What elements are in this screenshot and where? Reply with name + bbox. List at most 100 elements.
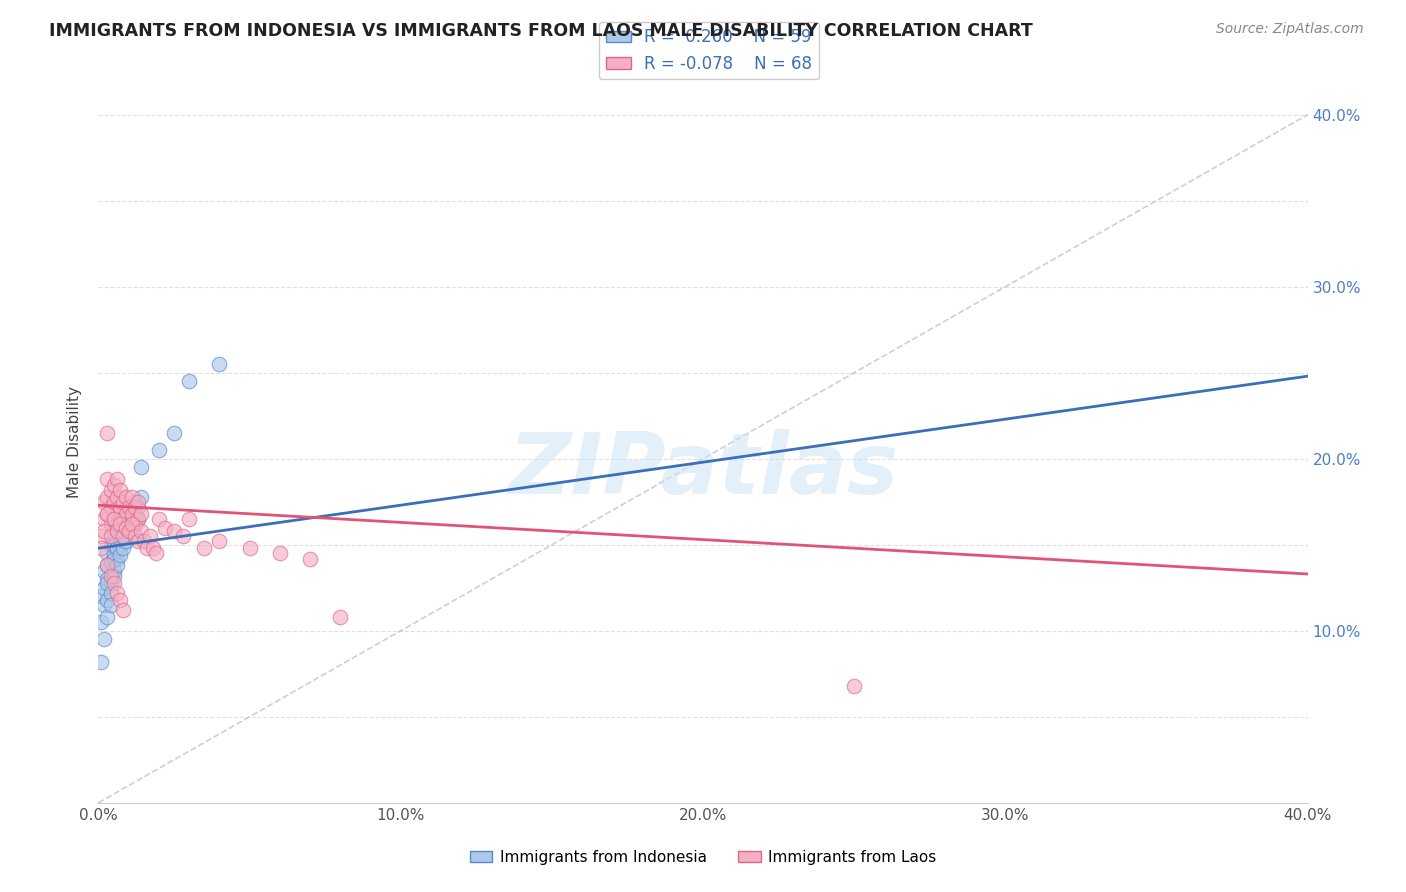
Point	[105, 524, 128, 538]
Point	[100, 529, 122, 543]
Point	[121, 490, 143, 504]
Point	[114, 490, 136, 504]
Point	[127, 534, 149, 549]
Point	[100, 555, 122, 569]
Point	[93, 581, 115, 595]
Point	[96, 546, 118, 560]
Point	[108, 548, 131, 562]
Point	[129, 507, 152, 521]
Point	[118, 512, 141, 526]
Point	[96, 472, 118, 486]
Point	[124, 494, 146, 508]
Point	[179, 512, 201, 526]
Point	[96, 507, 118, 521]
Point	[193, 541, 215, 556]
Point	[96, 572, 118, 586]
Point	[139, 529, 162, 543]
Point	[100, 483, 122, 497]
Point	[96, 490, 118, 504]
Point	[90, 655, 112, 669]
Point	[93, 494, 115, 508]
Point	[118, 517, 141, 532]
Point	[124, 529, 146, 543]
Point	[96, 507, 118, 521]
Point	[103, 551, 125, 566]
Point	[111, 524, 134, 538]
Point	[96, 558, 118, 573]
Point	[93, 564, 115, 578]
Point	[96, 610, 118, 624]
Point	[208, 534, 231, 549]
Point	[108, 517, 131, 532]
Point	[103, 512, 125, 526]
Point	[105, 541, 128, 556]
Point	[179, 375, 201, 389]
Point	[90, 529, 112, 543]
Point	[111, 541, 134, 556]
Point	[100, 575, 122, 590]
Point	[111, 512, 134, 526]
Point	[114, 517, 136, 532]
Point	[129, 460, 152, 475]
Text: ZIPatlas: ZIPatlas	[508, 429, 898, 512]
Point	[844, 679, 866, 693]
Point	[153, 520, 176, 534]
Point	[108, 541, 131, 556]
Point	[118, 524, 141, 538]
Point	[163, 425, 186, 440]
Point	[121, 500, 143, 514]
Point	[108, 507, 131, 521]
Point	[103, 575, 125, 590]
Point	[96, 592, 118, 607]
Point	[118, 500, 141, 514]
Point	[100, 586, 122, 600]
Point	[93, 632, 115, 647]
Point	[103, 477, 125, 491]
Point	[163, 524, 186, 538]
Point	[129, 490, 152, 504]
Point	[103, 568, 125, 582]
Point	[129, 524, 152, 538]
Y-axis label: Male Disability: Male Disability	[67, 385, 83, 498]
Point	[96, 558, 118, 573]
Point	[121, 507, 143, 521]
Point	[145, 546, 167, 560]
Point	[105, 490, 128, 504]
Point	[105, 517, 128, 532]
Point	[111, 603, 134, 617]
Point	[96, 425, 118, 440]
Point	[121, 517, 143, 532]
Point	[108, 500, 131, 514]
Point	[103, 520, 125, 534]
Point	[132, 534, 155, 549]
Point	[114, 534, 136, 549]
Point	[93, 512, 115, 526]
Point	[111, 494, 134, 508]
Point	[108, 483, 131, 497]
Point	[105, 558, 128, 573]
Point	[100, 500, 122, 514]
Point	[118, 507, 141, 521]
Point	[108, 524, 131, 538]
Point	[148, 443, 170, 458]
Point	[124, 517, 146, 532]
Point	[108, 592, 131, 607]
Point	[108, 531, 131, 545]
Point	[121, 520, 143, 534]
Point	[103, 564, 125, 578]
Point	[93, 524, 115, 538]
Point	[208, 357, 231, 371]
Point	[118, 524, 141, 538]
Point	[127, 500, 149, 514]
Point	[100, 568, 122, 582]
Point	[111, 529, 134, 543]
Point	[100, 517, 122, 532]
Point	[299, 551, 322, 566]
Point	[329, 610, 352, 624]
Point	[105, 507, 128, 521]
Point	[269, 546, 291, 560]
Point	[111, 529, 134, 543]
Point	[90, 541, 112, 556]
Point	[127, 512, 149, 526]
Point	[105, 551, 128, 566]
